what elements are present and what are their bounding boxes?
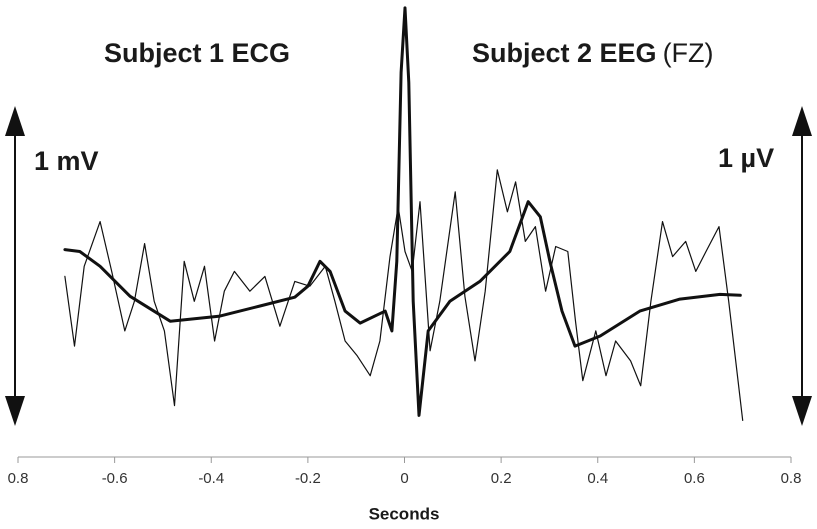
eeg-title-name: Subject 2 EEG — [472, 38, 657, 68]
eeg-channel: (FZ) — [663, 38, 714, 68]
ecg-title: Subject 1 ECG — [104, 38, 290, 68]
x-tick-label: 0.2 — [491, 470, 512, 487]
x-tick-label: 0 — [400, 470, 408, 487]
x-tick-label: -0.6 — [102, 470, 128, 487]
x-tick-label: -0.2 — [295, 470, 321, 487]
x-tick-label: -0.4 — [198, 470, 224, 487]
ecg-scale-label: 1 mV — [34, 146, 99, 176]
x-tick-label: 0.8 — [8, 470, 29, 487]
ecg-scale-arrow — [5, 106, 25, 426]
eeg-scale-arrow — [792, 106, 812, 426]
x-tick-label: 0.8 — [781, 470, 802, 487]
eeg-title: Subject 2 EEG (FZ) — [472, 38, 714, 68]
x-axis-label: Seconds — [369, 504, 440, 523]
arrow-head — [5, 396, 25, 426]
x-tick-label: 0.4 — [587, 470, 608, 487]
x-tick-label: 0.6 — [684, 470, 705, 487]
arrow-head — [5, 106, 25, 136]
eeg-scale-label: 1 µV — [718, 143, 774, 173]
arrow-head — [792, 396, 812, 426]
arrow-head — [792, 106, 812, 136]
ecg-line — [63, 6, 742, 417]
eeg-line — [64, 169, 744, 421]
